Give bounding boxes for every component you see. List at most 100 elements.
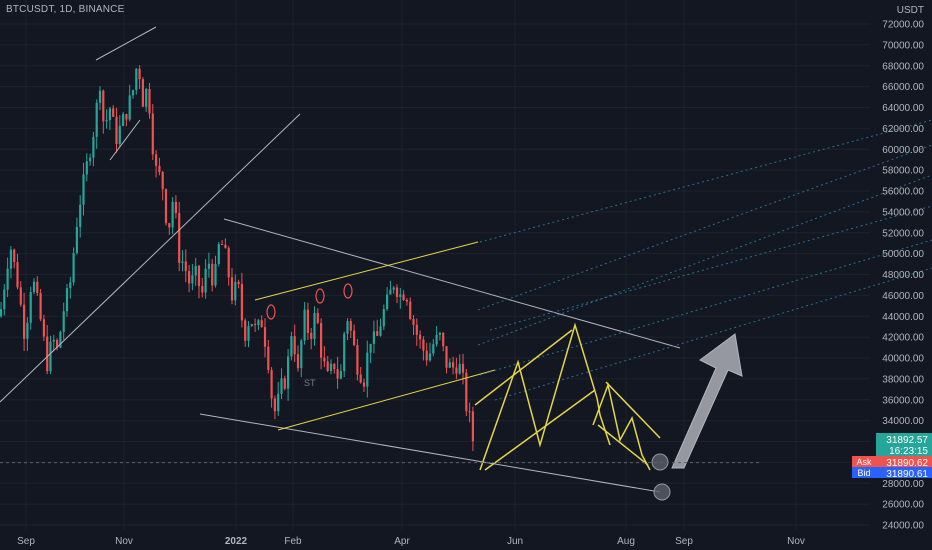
- candle-body: [214, 263, 217, 286]
- oval-marker[interactable]: [315, 288, 325, 304]
- y-tick-label: 70000.00: [882, 40, 924, 51]
- candle-body: [112, 108, 115, 117]
- candle-body: [389, 289, 392, 295]
- candle-body: [409, 301, 412, 320]
- candle-body: [372, 331, 375, 344]
- y-tick-label: 54000.00: [882, 207, 924, 218]
- oval-marker[interactable]: [343, 283, 353, 299]
- candle-body: [29, 291, 32, 323]
- channel-upper-line[interactable]: [254, 241, 479, 301]
- candle-body: [227, 248, 230, 278]
- x-tick-label: Apr: [394, 536, 410, 547]
- candle-body: [244, 320, 247, 341]
- candle-body: [399, 294, 402, 297]
- candle-body: [386, 294, 389, 310]
- candle-body: [336, 369, 339, 379]
- candle-body: [131, 90, 135, 96]
- candle-body: [356, 345, 359, 375]
- candle-body: [415, 324, 418, 335]
- candle-body: [366, 352, 369, 387]
- channel-lower-line[interactable]: [277, 369, 496, 431]
- projection-line[interactable]: [477, 174, 932, 346]
- candle-body: [155, 154, 158, 166]
- candle-body: [98, 90, 102, 103]
- y-tick-label: 68000.00: [882, 61, 924, 72]
- long-trend-line[interactable]: [0, 113, 301, 403]
- x-tick-label: Nov: [787, 536, 805, 547]
- candle-body: [250, 324, 253, 327]
- candle-body: [326, 361, 329, 371]
- candle-body: [115, 116, 118, 144]
- descending-support-line[interactable]: [199, 413, 661, 493]
- bid-price-tag-bg: [876, 467, 932, 478]
- candle-body: [224, 244, 227, 249]
- target-circle[interactable]: [651, 453, 669, 471]
- ask-price-tag[interactable]: 31890.62: [876, 456, 932, 469]
- x-tick-label: Nov: [115, 536, 133, 547]
- bid-label: Bid: [857, 468, 870, 478]
- y-tick-label: 40000.00: [882, 354, 924, 365]
- projection-line-lower[interactable]: [484, 389, 596, 471]
- wedge-lower-line[interactable]: [597, 424, 649, 466]
- candle-body: [329, 363, 333, 371]
- candle-body: [197, 265, 201, 287]
- y-tick-label: 46000.00: [882, 291, 924, 302]
- price-axis[interactable]: 72000.00 70000.00 68000.00 66000.00 64000.00…: [852, 5, 932, 532]
- candle-body: [471, 411, 474, 442]
- candle-body: [425, 350, 428, 361]
- oval-marker[interactable]: [266, 304, 276, 320]
- ask-label-bg: [852, 456, 876, 467]
- y-tick-label: 38000.00: [882, 374, 924, 385]
- candle-body: [191, 275, 194, 284]
- candle-body: [82, 174, 85, 205]
- y-tick-label: 66000.00: [882, 82, 924, 93]
- candle-body: [458, 363, 461, 374]
- projection-line-upper[interactable]: [474, 329, 573, 406]
- candle-body: [438, 332, 441, 335]
- projection-line[interactable]: [489, 205, 932, 331]
- projection-line[interactable]: [479, 119, 932, 243]
- candle-body: [273, 398, 276, 412]
- top-trend-line-2[interactable]: [109, 119, 141, 161]
- x-tick-label: Feb: [284, 536, 302, 547]
- y-tick-label: 50000.00: [882, 249, 924, 260]
- candle-body: [32, 281, 36, 292]
- wedge-upper-line[interactable]: [605, 381, 661, 439]
- target-circle[interactable]: [653, 483, 671, 501]
- up-arrow[interactable]: [671, 333, 743, 469]
- y-tick-label: 62000.00: [882, 124, 924, 135]
- candle-body: [412, 319, 415, 325]
- candle-body: [95, 102, 98, 137]
- candle-body: [277, 393, 280, 412]
- candle-body: [118, 125, 121, 144]
- projection-zigzag[interactable]: [479, 322, 611, 471]
- time-axis[interactable]: Sep Nov 2022 Feb Apr Jun Aug Sep Nov: [17, 536, 805, 547]
- candle-body: [85, 161, 88, 175]
- top-trend-line[interactable]: [95, 26, 157, 61]
- symbol-title[interactable]: BTCUSDT, 1D, BINANCE: [6, 4, 125, 15]
- projection-line[interactable]: [477, 144, 932, 311]
- projection-line[interactable]: [494, 267, 932, 401]
- candle-body: [435, 334, 438, 345]
- candle-body: [442, 332, 445, 347]
- candle-body: [306, 309, 309, 333]
- candle-body: [19, 287, 22, 305]
- projection-zigzag-2[interactable]: [592, 382, 651, 471]
- candle-body: [452, 362, 455, 368]
- candle-body: [359, 374, 362, 383]
- candle-body: [72, 252, 75, 283]
- x-tick-label: 2022: [225, 536, 248, 547]
- descending-resistance-line[interactable]: [223, 218, 681, 349]
- candle-body: [52, 339, 55, 342]
- bid-price-tag[interactable]: 31890.61: [876, 467, 932, 480]
- candle-body: [16, 262, 19, 288]
- candle-body: [0, 309, 3, 317]
- candle-body: [448, 362, 451, 368]
- ask-price-tag-text: 31890.62: [886, 458, 928, 469]
- candle-body: [392, 287, 395, 290]
- bid-label-bg: [852, 467, 876, 478]
- last-price-tag-bg: [876, 433, 932, 456]
- projection-line[interactable]: [479, 239, 932, 376]
